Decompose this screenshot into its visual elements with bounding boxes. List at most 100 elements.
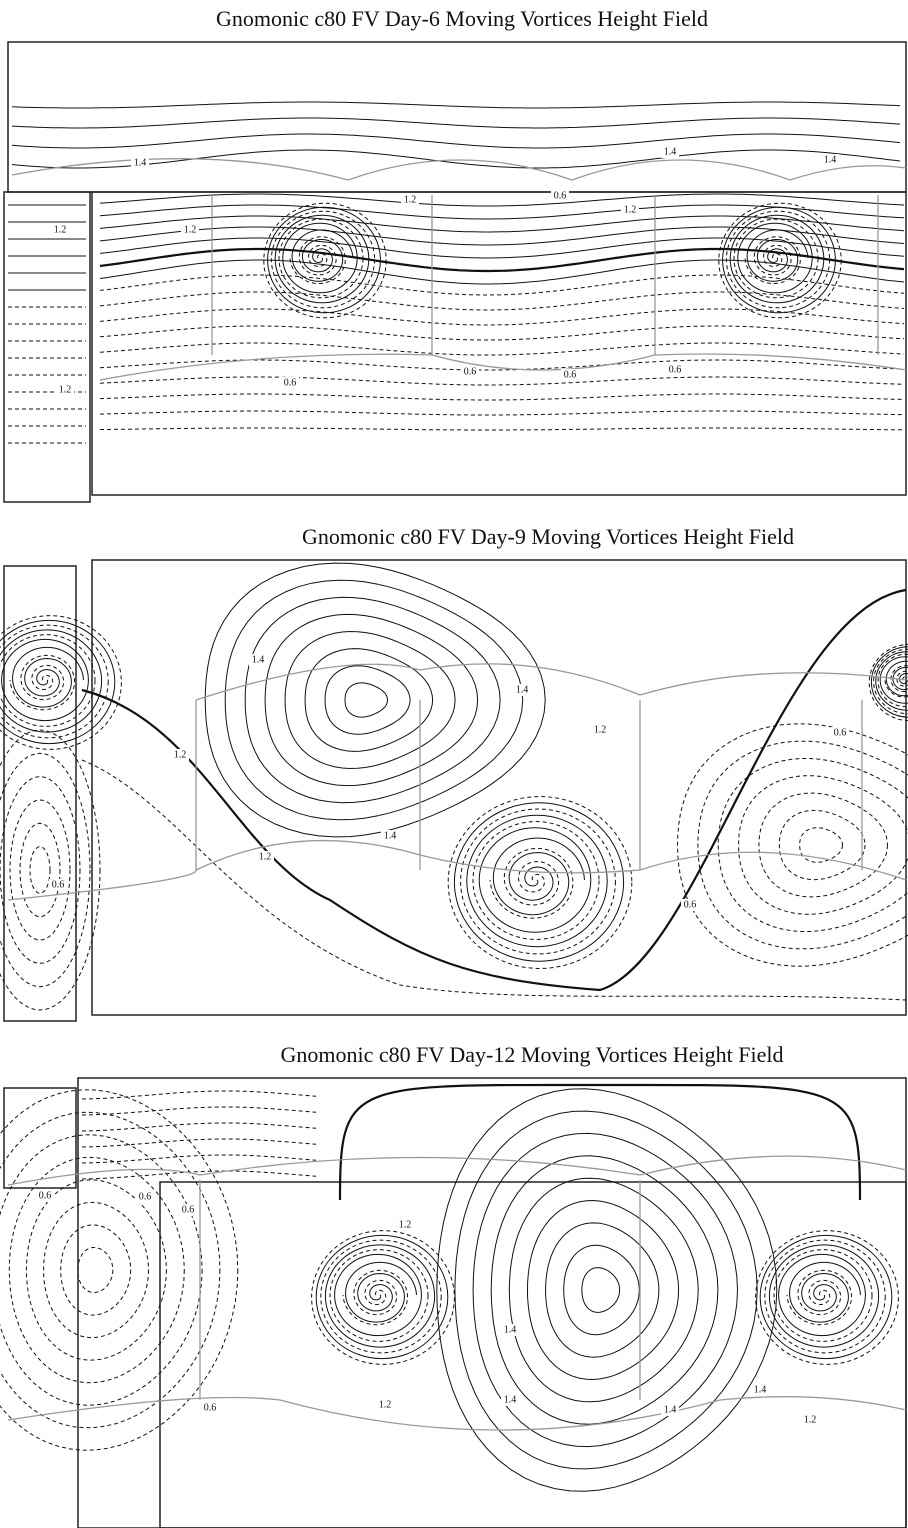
cube-face-edge	[8, 1397, 906, 1430]
contour-loop	[455, 1111, 757, 1469]
contour-loop	[800, 828, 843, 863]
vortex-contour	[283, 223, 357, 293]
contour-loop	[285, 632, 455, 769]
contour-line	[100, 326, 904, 340]
contour-line	[82, 1155, 316, 1163]
vortex-contour	[279, 219, 363, 298]
vortex-contour	[448, 797, 632, 969]
contour-loop	[779, 810, 865, 879]
contour-loop	[265, 614, 478, 785]
contour-loop	[509, 1178, 698, 1402]
contour-label: 0.6	[204, 1402, 217, 1413]
contour-loop	[78, 1248, 113, 1293]
contour-line	[100, 394, 904, 400]
contour-loop	[0, 1135, 202, 1405]
contour-loop	[10, 800, 70, 940]
contour-line	[82, 1107, 316, 1115]
panel-frame	[8, 42, 906, 192]
contour-label: 1.4	[252, 654, 265, 665]
contour-label: 0.6	[554, 190, 567, 201]
contour-label: 1.2	[54, 224, 67, 235]
vortex-contour	[779, 1254, 866, 1335]
contour-loop	[20, 823, 60, 916]
contour-loop	[528, 1201, 679, 1380]
vortex-contour	[874, 649, 908, 713]
panel-frame	[160, 1182, 906, 1528]
contour-label: 1.4	[664, 1404, 677, 1415]
contour-label: 0.6	[834, 727, 847, 738]
contour-line	[12, 134, 900, 148]
vortex-contour	[738, 223, 812, 293]
contour-line	[82, 760, 906, 1000]
vortex-contour	[756, 1231, 899, 1365]
contour-label: 1.2	[804, 1414, 817, 1425]
vortex-contour	[330, 1250, 428, 1342]
contour-loop	[546, 1223, 659, 1357]
contour-loop	[205, 563, 545, 837]
contour-loop	[325, 666, 410, 734]
contour-loop	[0, 1112, 220, 1427]
figure: Gnomonic c80 FV Day-6 Moving Vortices He…	[0, 0, 908, 1528]
contour-loop	[44, 1202, 149, 1337]
contour-label: 1.2	[59, 384, 72, 395]
contours: 1.4 1.4 1.4 1.2 1.2 1.2 1.2 1.2 0.6 0.6 0.6 0.6 0.6 1…	[0, 42, 908, 1528]
contour-label: 0.6	[684, 899, 697, 910]
panel-title: Gnomonic c80 FV Day-9 Moving Vortices He…	[302, 524, 794, 549]
contour-label: 1.4	[516, 684, 529, 695]
contour-line	[100, 194, 904, 206]
vortex-contour	[769, 1245, 878, 1347]
vortex-contour	[869, 644, 908, 720]
vortex-contour	[734, 219, 818, 298]
contour-label: 1.2	[379, 1399, 392, 1410]
contour-label: 1.2	[184, 224, 197, 235]
contour-loop	[718, 759, 908, 932]
vortex-contour	[10, 655, 75, 709]
vortex-contour	[790, 1262, 861, 1322]
vortex-contour	[335, 1254, 422, 1335]
contour-line	[82, 590, 906, 990]
contour-line	[100, 377, 904, 385]
contour-line	[82, 1123, 316, 1131]
contour-label: 1.4	[824, 154, 837, 165]
contour-label: 1.4	[664, 146, 677, 157]
vortex-contour	[0, 616, 121, 750]
contour-loop	[739, 776, 908, 914]
contour-loop	[698, 741, 908, 949]
contour-label: 0.6	[464, 366, 477, 377]
contour-label: 1.2	[174, 749, 187, 760]
contour-loop	[30, 847, 50, 894]
vortex-contour	[479, 828, 591, 932]
vortex-contour	[467, 815, 607, 946]
vortex-contour	[490, 848, 573, 918]
vortex-contour	[325, 1245, 434, 1347]
contour-label: 1.2	[624, 204, 637, 215]
contour-label: 0.6	[564, 369, 577, 380]
contour-label: 1.4	[504, 1324, 517, 1335]
contour-line	[100, 343, 904, 355]
vortex-contour	[473, 822, 599, 940]
contour-label: 1.2	[399, 1219, 412, 1230]
contour-label: 1.4	[134, 157, 147, 168]
contour-label: 0.6	[284, 377, 297, 388]
contour-line	[100, 309, 904, 325]
contour-loop	[564, 1245, 640, 1334]
contour-line	[82, 1139, 316, 1147]
contour-loop	[437, 1089, 777, 1492]
panel-frame	[4, 1088, 76, 1188]
contour-label: 1.4	[754, 1384, 767, 1395]
vortex-contour	[774, 1250, 872, 1342]
vortex-contour	[13, 647, 84, 707]
cube-face-edge	[196, 664, 906, 700]
vortex-contour	[346, 1262, 417, 1322]
contour-line	[100, 411, 904, 415]
contour-label: 1.4	[504, 1394, 517, 1405]
cube-face-edge	[100, 354, 906, 380]
contour-label: 0.6	[52, 879, 65, 890]
vortex-contour	[0, 620, 115, 743]
vortex-contour	[343, 1270, 408, 1324]
cube-face-edge	[8, 841, 906, 900]
vortex-contour	[454, 803, 623, 961]
contour-loop	[26, 1180, 166, 1360]
contour-loop	[245, 597, 500, 802]
contour-loop	[9, 1157, 184, 1382]
